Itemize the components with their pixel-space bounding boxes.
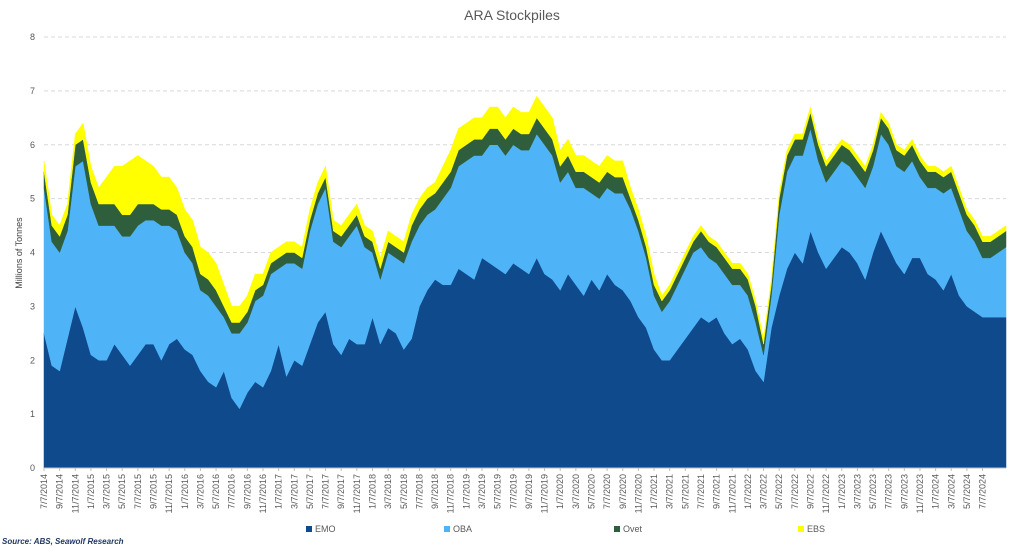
x-tick-label: 9/7/2016: [242, 474, 252, 509]
legend-item-emo: EMO: [306, 524, 336, 534]
x-tick-label: 3/7/2023: [852, 474, 862, 509]
y-tick-label: 0: [30, 463, 35, 473]
x-tick-label: 5/7/2024: [962, 474, 972, 509]
x-tick-label: 11/7/2021: [727, 474, 737, 513]
x-tick-label: 5/7/2017: [305, 474, 315, 509]
x-tick-label: 3/7/2022: [759, 474, 769, 509]
legend-item-ovet: Ovet: [614, 524, 643, 534]
x-tick-label: 9/7/2017: [336, 474, 346, 509]
x-tick-label: 5/7/2021: [680, 474, 690, 509]
x-tick-label: 7/7/2020: [602, 474, 612, 509]
x-tick-label: 3/7/2020: [571, 474, 581, 509]
x-tick-label: 11/7/2019: [540, 474, 550, 513]
area-series-ebs: [43, 95, 1007, 345]
x-tick-label: 11/7/2022: [821, 474, 831, 513]
x-tick-label: 7/7/2019: [508, 474, 518, 509]
x-tick-label: 9/7/2023: [899, 474, 909, 509]
y-tick-label: 2: [30, 355, 35, 365]
chart-title: ARA Stockpiles: [464, 7, 560, 23]
legend-label: EMO: [315, 524, 336, 534]
y-tick-label: 1: [30, 409, 35, 419]
x-tick-label: 7/7/2016: [227, 474, 237, 509]
legend-label: Ovet: [623, 524, 643, 534]
x-tick-label: 7/7/2021: [696, 474, 706, 509]
x-tick-label: 9/7/2022: [805, 474, 815, 509]
y-axis-ticks: 0 1 2 3 4 5 6 7 8: [30, 32, 35, 473]
x-tick-label: 1/7/2018: [367, 474, 377, 509]
x-tick-label: 3/7/2024: [946, 474, 956, 509]
x-axis-ticks: 7/7/2014 9/7/2014 11/7/2014 1/7/2015 3/7/201…: [39, 468, 988, 513]
y-tick-label: 5: [30, 194, 35, 204]
y-tick-label: 8: [30, 32, 35, 42]
x-tick-label: 1/7/2020: [555, 474, 565, 509]
legend-label: OBA: [453, 524, 472, 534]
x-tick-label: 1/7/2022: [743, 474, 753, 509]
x-tick-label: 1/7/2024: [931, 474, 941, 509]
x-tick-label: 5/7/2019: [493, 474, 503, 509]
x-tick-label: 9/7/2020: [618, 474, 628, 509]
y-tick-label: 7: [30, 86, 35, 96]
x-tick-label: 3/7/2017: [289, 474, 299, 509]
y-tick-label: 6: [30, 140, 35, 150]
x-tick-label: 9/7/2019: [524, 474, 534, 509]
x-tick-label: 5/7/2018: [399, 474, 409, 509]
x-tick-label: 11/7/2014: [70, 474, 80, 513]
stacked-area-series: [43, 95, 1007, 469]
x-tick-label: 3/7/2021: [665, 474, 675, 509]
y-axis-title: Millions of Tonnes: [14, 217, 24, 289]
legend-label: EBS: [807, 524, 825, 534]
x-tick-label: 1/7/2015: [86, 474, 96, 509]
x-tick-label: 5/7/2020: [586, 474, 596, 509]
legend-swatch: [306, 526, 312, 532]
x-tick-label: 1/7/2016: [180, 474, 190, 509]
x-tick-label: 1/7/2021: [649, 474, 659, 509]
x-tick-label: 3/7/2018: [383, 474, 393, 509]
x-tick-label: 1/7/2019: [461, 474, 471, 509]
x-tick-label: 11/7/2020: [633, 474, 643, 513]
x-tick-label: 7/7/2022: [790, 474, 800, 509]
x-tick-label: 9/7/2014: [55, 474, 65, 509]
x-tick-label: 9/7/2021: [712, 474, 722, 509]
legend-item-ebs: EBS: [798, 524, 825, 534]
x-tick-label: 5/7/2023: [868, 474, 878, 509]
x-tick-label: 7/7/2018: [414, 474, 424, 509]
x-tick-label: 7/7/2015: [133, 474, 143, 509]
x-tick-label: 11/7/2017: [352, 474, 362, 513]
legend-swatch: [614, 526, 620, 532]
x-tick-label: 11/7/2018: [446, 474, 456, 513]
x-tick-label: 5/7/2015: [117, 474, 127, 509]
legend-swatch: [444, 526, 450, 532]
legend-swatch: [798, 526, 804, 532]
x-tick-label: 1/7/2017: [274, 474, 284, 509]
x-tick-label: 7/7/2024: [978, 474, 988, 509]
x-tick-label: 9/7/2018: [430, 474, 440, 509]
x-tick-label: 1/7/2023: [837, 474, 847, 509]
y-tick-label: 3: [30, 301, 35, 311]
legend-item-oba: OBA: [444, 524, 472, 534]
x-tick-label: 5/7/2016: [211, 474, 221, 509]
x-tick-label: 7/7/2014: [39, 474, 49, 509]
x-tick-label: 3/7/2015: [102, 474, 112, 509]
x-tick-label: 3/7/2019: [477, 474, 487, 509]
x-tick-label: 5/7/2022: [774, 474, 784, 509]
x-tick-label: 7/7/2017: [321, 474, 331, 509]
source-note: Source: ABS, Seawolf Research: [2, 537, 124, 546]
x-tick-label: 3/7/2016: [195, 474, 205, 509]
x-tick-label: 11/7/2015: [164, 474, 174, 513]
x-tick-label: 7/7/2023: [884, 474, 894, 509]
legend: EMO OBA Ovet EBS: [306, 524, 825, 534]
x-tick-label: 9/7/2015: [148, 474, 158, 509]
x-tick-label: 11/7/2016: [258, 474, 268, 513]
x-tick-label: 11/7/2023: [915, 474, 925, 513]
y-tick-label: 4: [30, 248, 35, 258]
